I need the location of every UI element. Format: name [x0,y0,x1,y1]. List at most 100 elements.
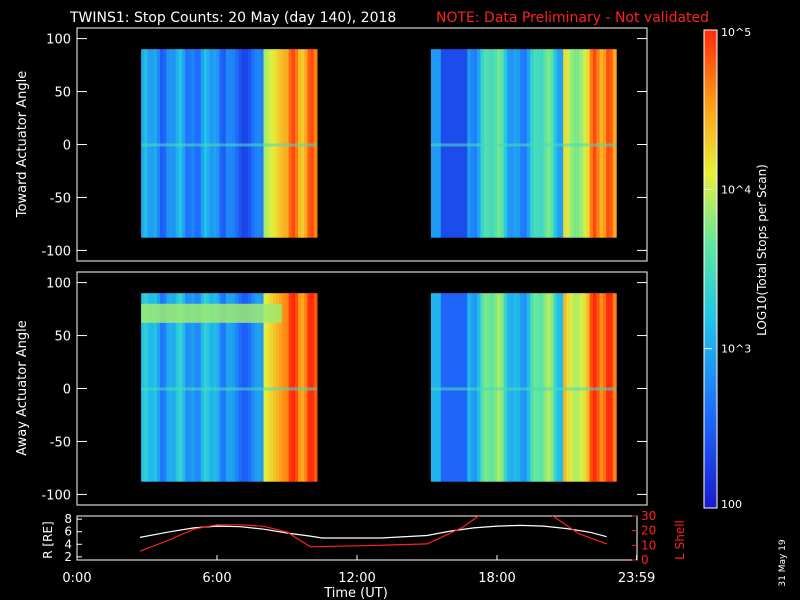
orbit-left-tick-label: 4 [64,537,72,551]
heatmap-column [244,49,249,238]
heatmap-column [156,49,161,238]
heatmap-column [473,293,478,482]
heatmap-column [304,293,309,482]
heatmap-column [563,49,568,238]
date-stamp: 31 May 19 [778,539,788,587]
heatmap-column [540,293,544,482]
heatmap-column [583,293,587,482]
orbit-left-tick-label: 2 [64,550,72,564]
heatmap-column [520,49,525,238]
orbit-left-tick-label: 6 [64,525,72,539]
heatmap-column [150,49,155,238]
heatmap-column [549,49,554,238]
colorbar: 10^5 10^4 10^3 100 LOG10(Total Stops per Sc… [703,26,769,511]
heatmap-column [313,293,318,482]
heatmap-column [520,293,525,482]
heatmap-column [203,293,208,482]
colorbar-tick-label: 10^5 [721,26,751,39]
heatmap-column [483,293,488,482]
orbit-right-tick-label: 30 [641,509,656,523]
heatmap-column [526,49,531,238]
heatmap-column [163,293,167,482]
heatmap-column [238,293,243,482]
heatmap-column [506,293,511,482]
heatmap-column [279,49,283,238]
heatmap-column [191,293,196,482]
heatmap-column [430,293,435,482]
heatmap-column [188,49,192,238]
heatmap-column [241,49,246,238]
heatmap-column [573,293,578,482]
heatmap-column [497,293,501,482]
heatmap-column [490,49,495,238]
heatmap-column [430,49,435,238]
orbit-left-axis-label: R [RE] [41,521,55,558]
heatmap-column [141,49,145,238]
y-tick-label: 0 [63,383,71,398]
heatmap-column [247,49,252,238]
heatmap-column [450,49,455,238]
heatmap-column [500,293,505,482]
heatmap-column [536,49,541,238]
y-tick-label: 50 [54,330,71,345]
heatmap-column [222,293,227,482]
heatmap-column [294,293,299,482]
heatmap-column [444,293,449,482]
heatmap-column [191,49,196,238]
heatmap-column [225,49,230,238]
heatmap-column [272,293,277,482]
heatmap-column [506,49,511,238]
heatmap-column [257,293,261,482]
heatmap-column [263,293,268,482]
heatmap-column [609,293,614,482]
heatmap-column [612,293,617,482]
heatmap-column [440,49,445,238]
radial-distance-line [139,524,607,539]
heatmap-column [549,293,554,482]
heatmap-column [602,49,607,238]
heatmap-column [493,293,498,482]
heatmap-column [543,49,548,238]
heatmap-column [540,49,544,238]
heatmap-column [241,293,246,482]
heatmap-column [606,293,611,482]
heatmap-column [454,49,458,238]
heatmap-column [434,49,439,238]
heatmap-column [169,293,174,482]
heatmap-column [566,49,571,238]
heatmap-block [141,293,318,482]
heatmap-column [269,293,274,482]
heatmap-column [473,49,478,238]
heatmap-column [282,49,287,238]
heatmap-column [254,49,258,238]
high-angle-band [141,303,282,323]
heatmap-column [569,293,574,482]
colorbar-tick-label: 10^4 [721,183,751,196]
heatmap-column [219,49,224,238]
heatmap-column [257,49,261,238]
heatmap-column [586,49,591,238]
heatmap-column [147,293,152,482]
zero-angle-band [141,387,317,391]
heatmap-column [447,293,452,482]
heatmap-column [159,293,164,482]
heatmap-column [178,293,183,482]
heatmap-column [457,293,462,482]
heatmap-column [523,49,528,238]
heatmap-column [546,293,551,482]
heatmap-column [310,293,315,482]
heatmap-column [553,49,558,238]
heatmap-column [523,293,528,482]
heatmap-column [440,293,445,482]
heatmap-column [288,49,293,238]
y-tick-label: 50 [54,86,71,101]
heatmap-column [592,293,597,482]
y-tick-label: 100 [46,277,71,292]
y-tick-label: 100 [46,33,71,48]
heatmap-column [301,293,305,482]
heatmap-column [181,49,186,238]
heatmap-column [285,293,290,482]
heatmap-column [583,49,587,238]
heatmap-column [569,49,574,238]
heatmap-column [304,49,309,238]
